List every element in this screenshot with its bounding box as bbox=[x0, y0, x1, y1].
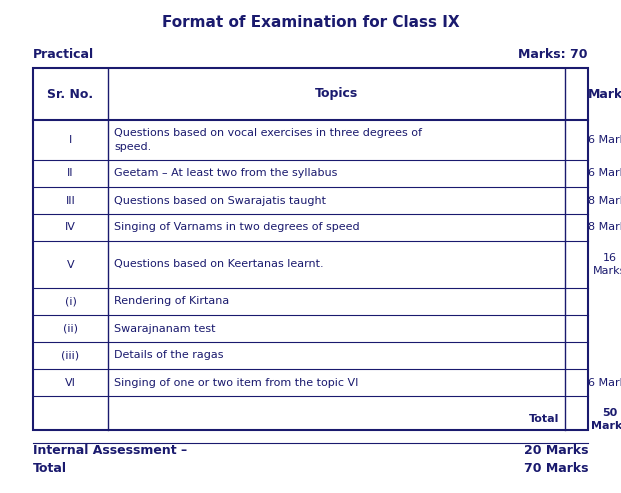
Text: Geetam – At least two from the syllabus: Geetam – At least two from the syllabus bbox=[114, 169, 337, 178]
Text: I: I bbox=[69, 135, 72, 145]
Text: 20 Marks: 20 Marks bbox=[524, 444, 588, 457]
Text: V: V bbox=[66, 259, 75, 270]
Text: Questions based on Swarajatis taught: Questions based on Swarajatis taught bbox=[114, 196, 326, 206]
Text: Questions based on vocal exercises in three degrees of
speed.: Questions based on vocal exercises in th… bbox=[114, 128, 422, 152]
Text: 6 Marks: 6 Marks bbox=[587, 169, 621, 178]
Text: Singing of Varnams in two degrees of speed: Singing of Varnams in two degrees of spe… bbox=[114, 222, 360, 233]
Text: Internal Assessment –: Internal Assessment – bbox=[33, 444, 187, 457]
Text: (ii): (ii) bbox=[63, 323, 78, 333]
Text: Singing of one or two item from the topic VI: Singing of one or two item from the topi… bbox=[114, 378, 358, 387]
Text: 6 Marks: 6 Marks bbox=[587, 378, 621, 387]
Text: Total: Total bbox=[528, 415, 559, 424]
Text: II: II bbox=[67, 169, 74, 178]
Text: Practical: Practical bbox=[33, 48, 94, 61]
Text: (i): (i) bbox=[65, 296, 76, 307]
Text: 6 Marks: 6 Marks bbox=[587, 135, 621, 145]
Text: 70 Marks: 70 Marks bbox=[524, 462, 588, 475]
Text: IV: IV bbox=[65, 222, 76, 233]
Text: (iii): (iii) bbox=[61, 351, 79, 360]
Text: III: III bbox=[66, 196, 75, 206]
Bar bbox=[33, 68, 588, 430]
Text: Sr. No.: Sr. No. bbox=[47, 87, 94, 101]
Text: Marks: Marks bbox=[588, 87, 621, 101]
Text: Questions based on Keertanas learnt.: Questions based on Keertanas learnt. bbox=[114, 259, 324, 270]
Text: 16
Marks: 16 Marks bbox=[593, 253, 621, 276]
Text: Details of the ragas: Details of the ragas bbox=[114, 351, 224, 360]
Text: Total: Total bbox=[33, 462, 67, 475]
Text: 8 Marks: 8 Marks bbox=[587, 222, 621, 233]
Text: Marks: 70: Marks: 70 bbox=[519, 48, 588, 61]
Text: Topics: Topics bbox=[315, 87, 358, 101]
Text: Format of Examination for Class IX: Format of Examination for Class IX bbox=[161, 15, 460, 30]
Text: 8 Marks: 8 Marks bbox=[587, 196, 621, 206]
Text: Swarajnanam test: Swarajnanam test bbox=[114, 323, 215, 333]
Text: VI: VI bbox=[65, 378, 76, 387]
Text: Rendering of Kirtana: Rendering of Kirtana bbox=[114, 296, 229, 307]
Text: 50
Marks: 50 Marks bbox=[591, 408, 621, 431]
